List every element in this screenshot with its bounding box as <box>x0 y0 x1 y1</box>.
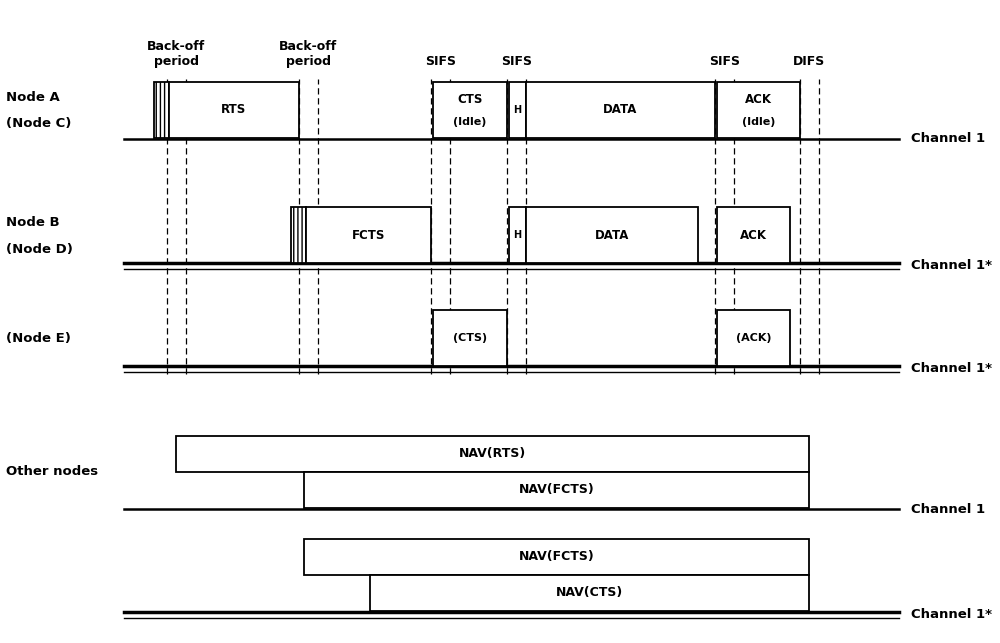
Bar <box>169 82 299 138</box>
Bar <box>304 539 809 575</box>
Text: (Node E): (Node E) <box>6 332 71 345</box>
Text: (Node D): (Node D) <box>6 242 73 256</box>
Text: NAV(FCTS): NAV(FCTS) <box>519 550 594 563</box>
Text: (Idle): (Idle) <box>453 117 487 127</box>
Text: SIFS: SIFS <box>425 55 456 68</box>
Bar <box>304 472 809 508</box>
Text: H: H <box>513 230 521 240</box>
Text: Node A: Node A <box>6 91 60 104</box>
Text: ACK: ACK <box>740 229 767 242</box>
Text: (CTS): (CTS) <box>453 333 487 343</box>
Text: NAV(RTS): NAV(RTS) <box>459 448 526 460</box>
Bar <box>717 208 790 263</box>
Bar <box>717 82 800 138</box>
Text: Back-off
period: Back-off period <box>147 41 205 68</box>
Text: DATA: DATA <box>595 229 629 242</box>
Bar <box>526 82 715 138</box>
Bar <box>176 435 809 472</box>
Text: (Idle): (Idle) <box>742 117 775 127</box>
Bar <box>306 208 431 263</box>
Text: NAV(FCTS): NAV(FCTS) <box>519 484 594 496</box>
Text: H: H <box>513 105 521 115</box>
Bar <box>509 208 526 263</box>
Bar <box>526 208 698 263</box>
Text: DIFS: DIFS <box>793 55 825 68</box>
Text: RTS: RTS <box>221 104 246 116</box>
Bar <box>291 208 306 263</box>
Text: SIFS: SIFS <box>501 55 532 68</box>
Text: FCTS: FCTS <box>352 229 385 242</box>
Text: (Node C): (Node C) <box>6 118 71 131</box>
Bar <box>370 575 809 611</box>
Text: CTS: CTS <box>457 93 483 107</box>
Text: SIFS: SIFS <box>709 55 740 68</box>
Bar <box>433 311 507 366</box>
Text: Back-off
period: Back-off period <box>279 41 338 68</box>
Bar <box>154 82 169 138</box>
Text: NAV(CTS): NAV(CTS) <box>556 586 623 599</box>
Bar <box>509 82 526 138</box>
Bar <box>717 311 790 366</box>
Text: ACK: ACK <box>745 93 772 107</box>
Text: Channel 1: Channel 1 <box>911 132 985 145</box>
Text: Node B: Node B <box>6 217 60 230</box>
Text: (ACK): (ACK) <box>736 333 771 343</box>
Bar <box>433 82 507 138</box>
Text: Channel 1*: Channel 1* <box>911 258 992 272</box>
Text: Other nodes: Other nodes <box>6 466 98 478</box>
Text: Channel 1: Channel 1 <box>911 503 985 516</box>
Text: DATA: DATA <box>603 104 637 116</box>
Text: Channel 1*: Channel 1* <box>911 608 992 621</box>
Text: Channel 1*: Channel 1* <box>911 362 992 375</box>
